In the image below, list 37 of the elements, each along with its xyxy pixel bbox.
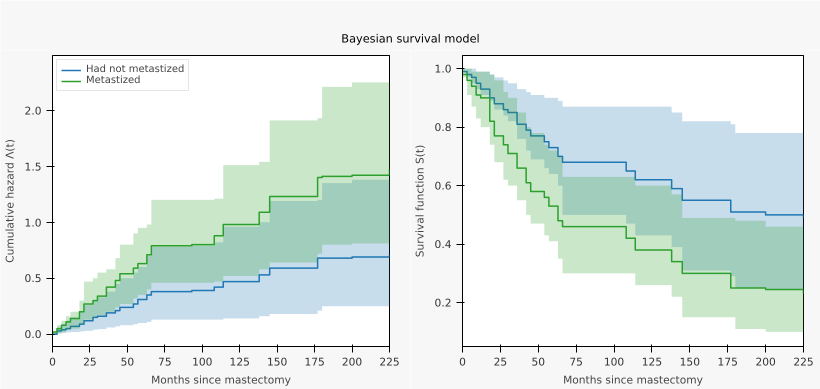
x-tick-label: 175	[304, 356, 325, 368]
legend-label: Had not metastized	[86, 64, 184, 75]
x-tick-label: 25	[494, 356, 508, 368]
y-tick-label: 1.0	[24, 216, 42, 230]
x-tick-label: 225	[379, 356, 400, 368]
x-axis-title: Months since mastectomy	[563, 374, 703, 386]
x-axis-title: Months since mastectomy	[151, 374, 291, 386]
y-tick-label: 2.0	[24, 104, 42, 118]
x-tick-label: 125	[230, 356, 250, 368]
x-tick-label: 100	[192, 356, 213, 368]
y-tick-label: 0.8	[434, 121, 452, 134]
legend-label: Metastized	[86, 75, 140, 86]
x-tick-label: 175	[718, 356, 738, 368]
x-tick-label: 50	[120, 356, 134, 368]
y-axis-title: Cumulative hazard Λ(t)	[4, 139, 17, 263]
x-tick-label: 0	[49, 356, 56, 368]
x-tick-label: 200	[342, 356, 362, 368]
x-tick-label: 150	[680, 356, 700, 368]
y-tick-label: 0.5	[24, 272, 42, 286]
x-tick-label: 25	[83, 356, 97, 368]
y-tick-label: 1.0	[434, 62, 452, 76]
x-tick-label: 75	[569, 356, 583, 368]
x-tick-label: 200	[755, 356, 776, 368]
x-tick-label: 75	[158, 356, 172, 368]
x-tick-label: 50	[532, 356, 546, 368]
y-tick-label: 0.2	[434, 296, 452, 310]
y-tick-label: 0.6	[434, 180, 452, 193]
y-tick-label: 0.4	[434, 238, 452, 252]
y-tick-label: 1.5	[24, 160, 42, 174]
x-tick-label: 100	[604, 356, 624, 368]
x-tick-label: 125	[642, 356, 662, 368]
chart-title: Bayesian survival model	[341, 32, 480, 46]
x-tick-label: 0	[459, 356, 466, 368]
x-tick-label: 225	[793, 356, 814, 368]
y-tick-label: 0.0	[24, 328, 42, 342]
x-tick-label: 150	[266, 356, 288, 368]
y-axis-title: Survival function S(t)	[414, 144, 427, 258]
